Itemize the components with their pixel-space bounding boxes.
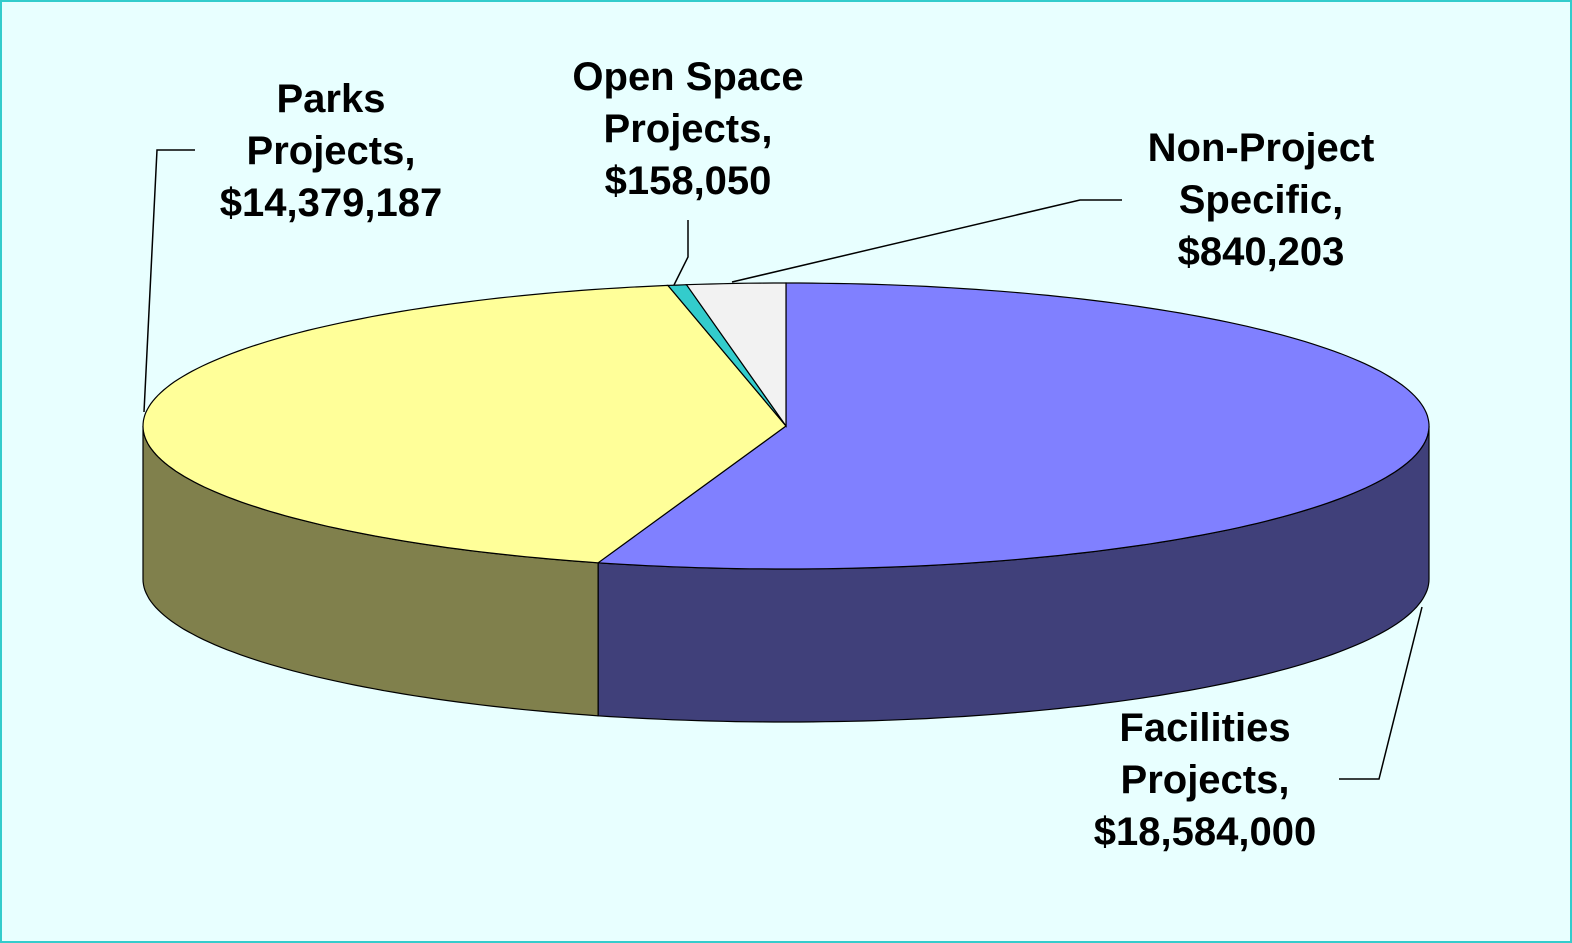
leader-line <box>673 220 689 286</box>
category-label: Non-Project Specific, <box>1147 126 1375 222</box>
leader-line <box>143 149 195 413</box>
slice-label: Non-Project Specific, $840,203 <box>1111 122 1411 278</box>
slice <box>596 282 1430 570</box>
value-label: $840,203 <box>1177 230 1345 274</box>
value-label: $158,050 <box>604 159 772 203</box>
value-label: $18,584,000 <box>1093 810 1317 854</box>
value-label: $14,379,187 <box>219 181 443 225</box>
slice-label: Parks Projects, $14,379,187 <box>211 73 451 229</box>
category-label: Open Space Projects, <box>572 55 804 151</box>
slice-label: Facilities Projects, $18,584,000 <box>1075 702 1335 858</box>
leader-line <box>731 199 1122 283</box>
slice <box>685 282 787 428</box>
slice <box>142 284 787 564</box>
category-label: Parks Projects, <box>246 77 416 173</box>
leader-line <box>1339 606 1423 780</box>
category-label: Facilities Projects, <box>1119 706 1291 802</box>
slice-label: Open Space Projects, $158,050 <box>538 51 838 207</box>
